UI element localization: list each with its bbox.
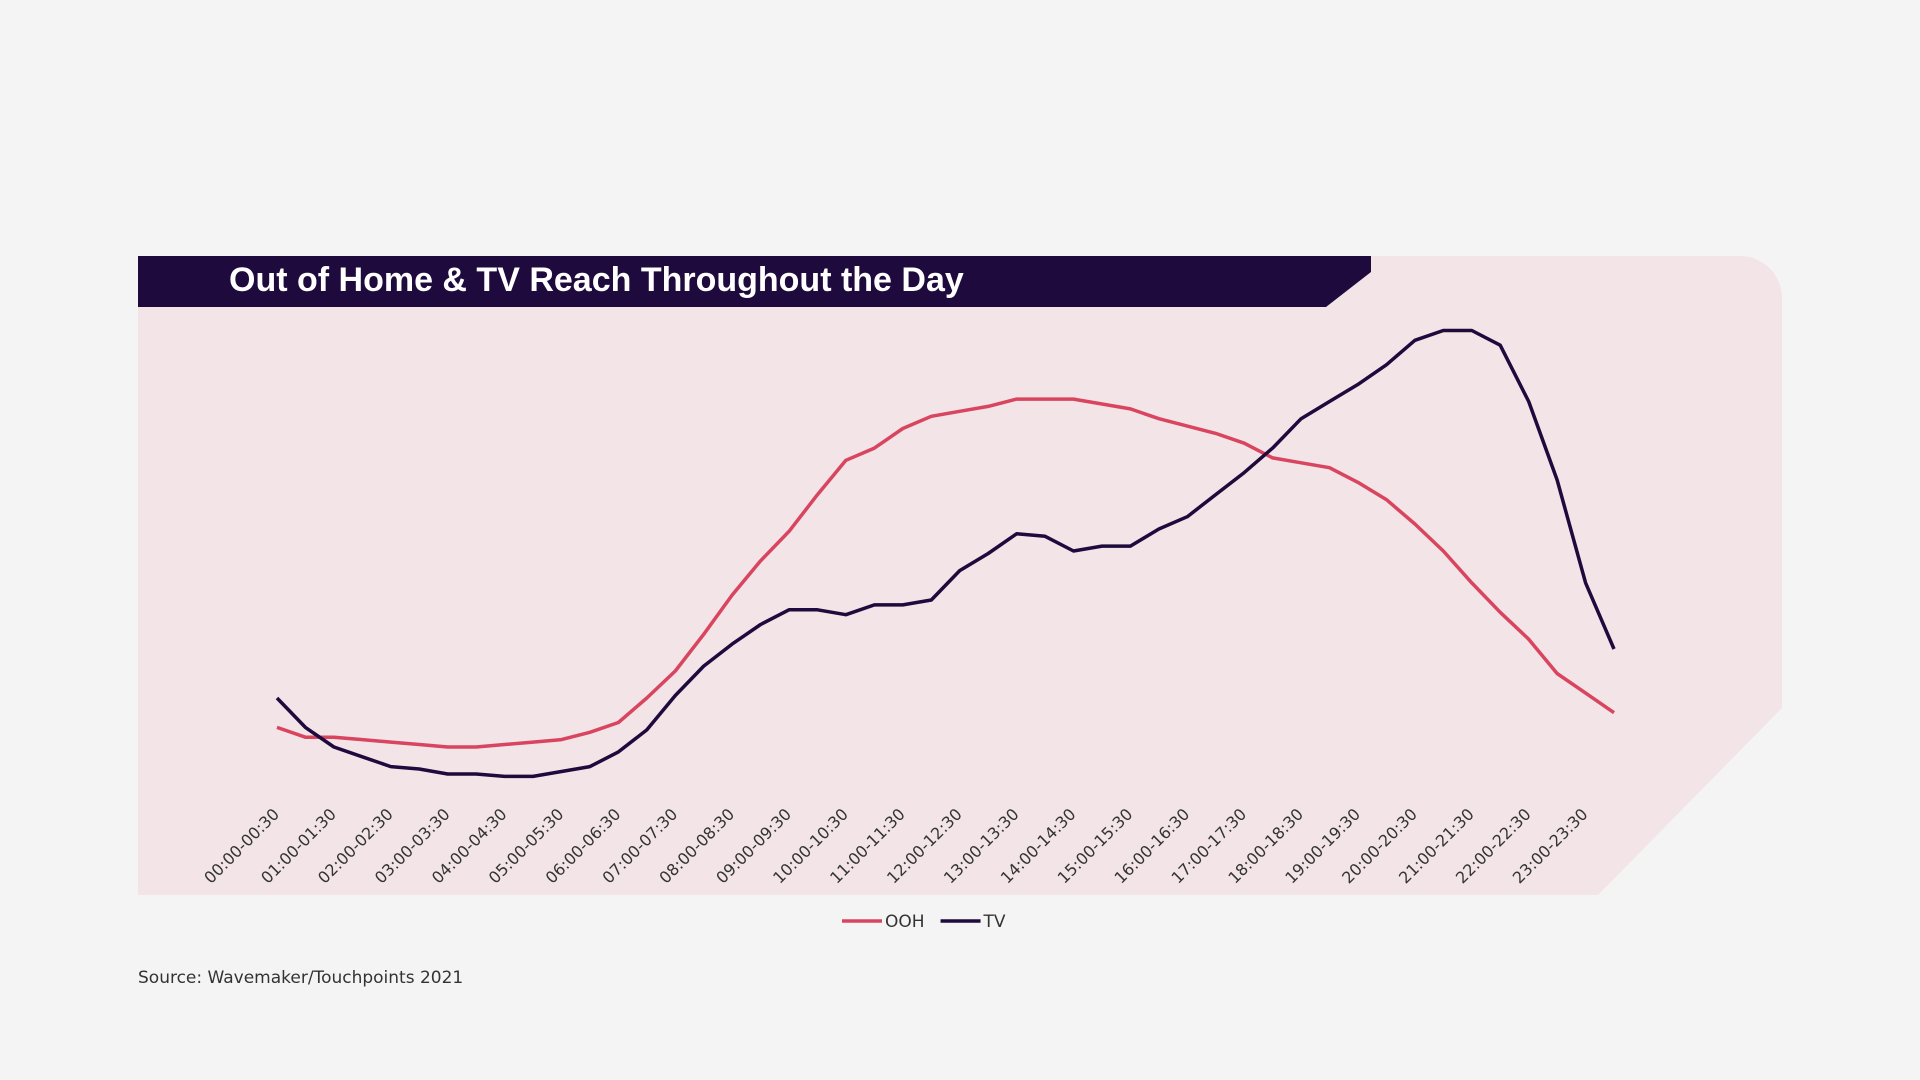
series-line bbox=[276, 397, 1615, 749]
panel bbox=[138, 256, 1782, 895]
chart-title: Out of Home & TV Reach Throughout the Da… bbox=[229, 261, 964, 299]
legend-label: TV bbox=[983, 912, 1006, 932]
title-band bbox=[138, 256, 1371, 307]
legend-label: OOH bbox=[885, 912, 925, 932]
series-line bbox=[275, 328, 1616, 779]
source-note: Source: Wavemaker/Touchpoints 2021 bbox=[138, 968, 463, 988]
